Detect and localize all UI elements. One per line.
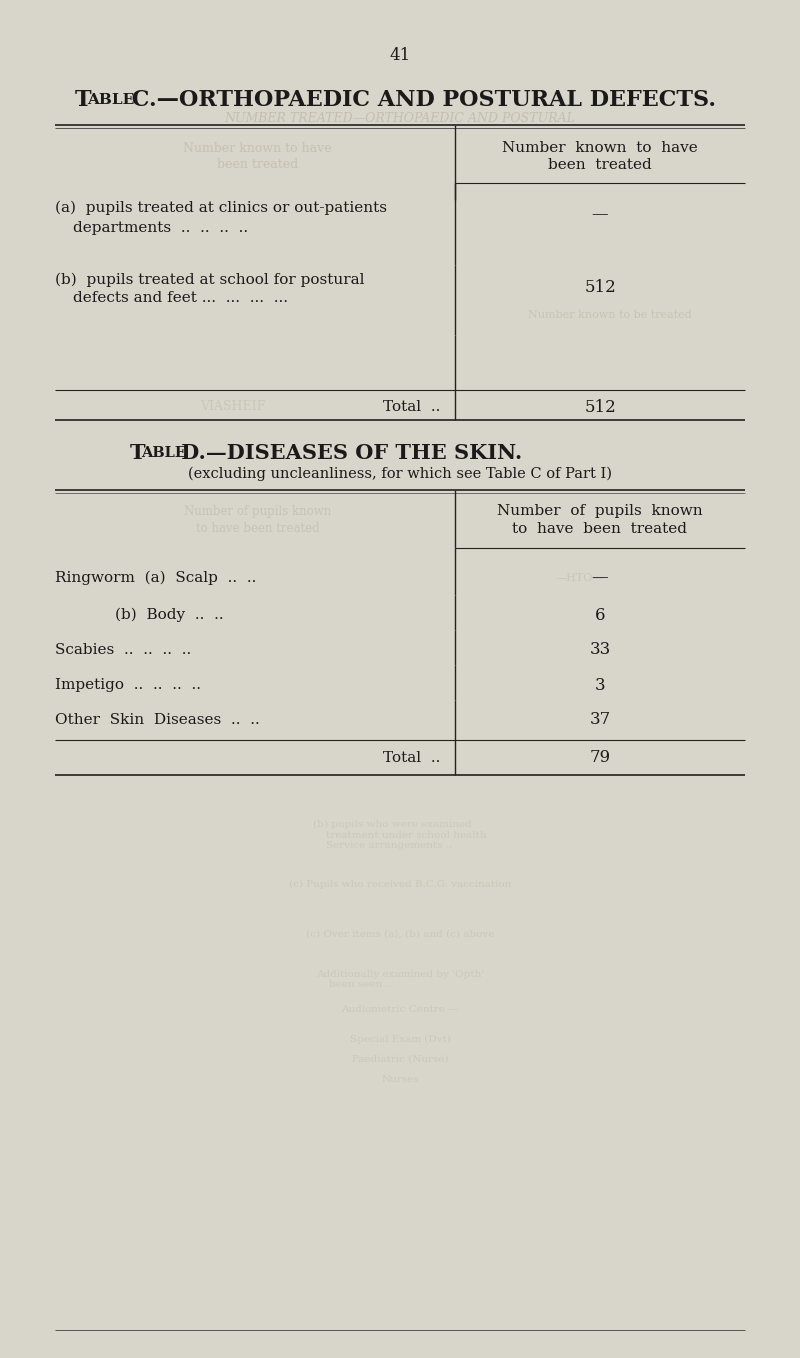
Text: been  treated: been treated: [548, 158, 652, 172]
Text: —HTO—: —HTO—: [556, 573, 604, 583]
Text: 512: 512: [584, 398, 616, 416]
Text: 41: 41: [390, 46, 410, 64]
Text: NUMBER TREATED—ORTHOPAEDIC AND POSTURAL: NUMBER TREATED—ORTHOPAEDIC AND POSTURAL: [225, 111, 575, 125]
Text: —: —: [592, 569, 608, 587]
Text: (c) Over items (a), (b) and (c) above: (c) Over items (a), (b) and (c) above: [306, 930, 494, 938]
Text: Number  known  to  have: Number known to have: [502, 141, 698, 155]
Text: 6: 6: [594, 607, 606, 623]
Text: (b) pupils who were examined
    treatment under school health
    Service arran: (b) pupils who were examined treatment u…: [313, 820, 487, 850]
Text: ABLE: ABLE: [87, 92, 134, 107]
Text: T: T: [75, 90, 92, 111]
Text: to have been treated: to have been treated: [196, 523, 319, 535]
Text: defects and feet ...  ...  ...  ...: defects and feet ... ... ... ...: [73, 291, 288, 306]
Text: Paediatric (Nurse): Paediatric (Nurse): [352, 1055, 448, 1065]
Text: (b)  Body  ..  ..: (b) Body .. ..: [115, 608, 224, 622]
Text: 33: 33: [590, 641, 610, 659]
Text: departments  ..  ..  ..  ..: departments .. .. .. ..: [73, 221, 248, 235]
Text: ABLE: ABLE: [141, 445, 186, 460]
Text: —: —: [592, 206, 608, 224]
Text: Number known to have: Number known to have: [183, 141, 332, 155]
Text: Audiometric Centre —: Audiometric Centre —: [342, 1005, 458, 1014]
Text: Ringworm  (a)  Scalp  ..  ..: Ringworm (a) Scalp .. ..: [55, 570, 256, 585]
Text: (excluding uncleanliness, for which see Table C of Part I): (excluding uncleanliness, for which see …: [188, 467, 612, 481]
Text: Additionally examined by 'Opth'
    been seen ..: Additionally examined by 'Opth' been see…: [316, 970, 484, 990]
Text: 37: 37: [590, 712, 610, 728]
Text: 3: 3: [594, 676, 606, 694]
Text: D.—DISEASES OF THE SKIN.: D.—DISEASES OF THE SKIN.: [174, 443, 522, 463]
Text: Scabies  ..  ..  ..  ..: Scabies .. .. .. ..: [55, 642, 191, 657]
Text: T: T: [130, 443, 146, 463]
Text: to  have  been  treated: to have been treated: [513, 521, 687, 536]
Text: (c) Pupils who received B.C.G. vaccination: (c) Pupils who received B.C.G. vaccinati…: [289, 880, 511, 889]
Text: Number  of  pupils  known: Number of pupils known: [497, 504, 703, 517]
Text: 512: 512: [584, 278, 616, 296]
Text: Impetigo  ..  ..  ..  ..: Impetigo .. .. .. ..: [55, 678, 201, 693]
Text: (b)  pupils treated at school for postural: (b) pupils treated at school for postura…: [55, 273, 365, 287]
Text: been treated: been treated: [217, 159, 298, 171]
Text: 79: 79: [590, 750, 610, 766]
Text: Total  ..: Total ..: [382, 751, 440, 765]
Text: Special Exam (Dvt): Special Exam (Dvt): [350, 1035, 450, 1044]
Text: (a)  pupils treated at clinics or out-patients: (a) pupils treated at clinics or out-pat…: [55, 201, 387, 215]
Text: Number known to be treated: Number known to be treated: [528, 310, 692, 320]
Text: VIASHEIF: VIASHEIF: [200, 401, 266, 413]
Text: C.—ORTHOPAEDIC AND POSTURAL DEFECTS.: C.—ORTHOPAEDIC AND POSTURAL DEFECTS.: [124, 90, 716, 111]
Text: Number of pupils known: Number of pupils known: [184, 505, 331, 517]
Text: Total  ..: Total ..: [382, 401, 440, 414]
Text: Other  Skin  Diseases  ..  ..: Other Skin Diseases .. ..: [55, 713, 260, 727]
Text: Nurses: Nurses: [381, 1076, 419, 1084]
